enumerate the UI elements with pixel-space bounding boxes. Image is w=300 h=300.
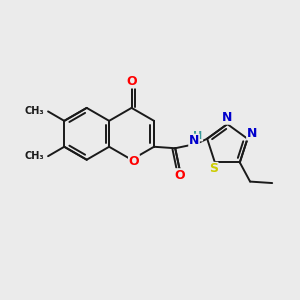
Text: O: O xyxy=(129,155,139,168)
Text: N: N xyxy=(247,127,257,140)
Text: H: H xyxy=(193,131,203,141)
Text: S: S xyxy=(209,162,218,176)
Text: O: O xyxy=(126,75,137,88)
Text: N: N xyxy=(189,134,199,147)
Text: CH₃: CH₃ xyxy=(25,106,44,116)
Text: CH₃: CH₃ xyxy=(25,151,44,161)
Text: O: O xyxy=(174,169,185,182)
Text: N: N xyxy=(222,111,232,124)
